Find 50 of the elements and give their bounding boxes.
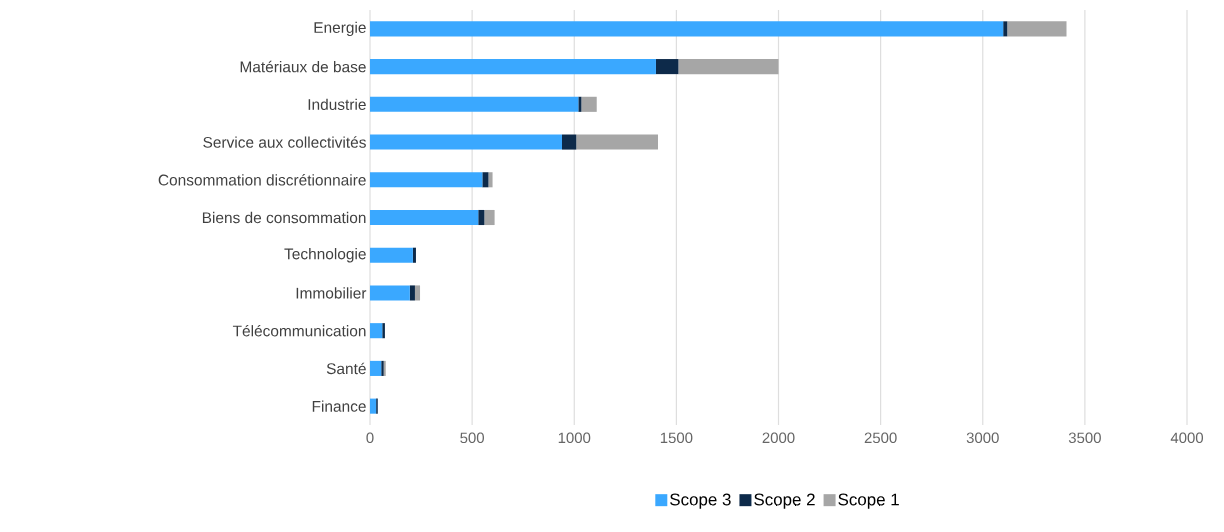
bar: [562, 134, 577, 150]
bar: [414, 285, 421, 301]
x-tick-label: 2000: [762, 432, 795, 444]
bar: [482, 172, 489, 188]
bar: [478, 209, 485, 226]
bar: [370, 209, 479, 226]
y-tick-label: Finance: [312, 400, 366, 412]
bar: [581, 96, 597, 112]
x-tick-label: 1500: [660, 432, 693, 444]
legend-label: Scope 3: [670, 493, 731, 509]
x-tick-label: 2500: [864, 432, 897, 444]
bar: [655, 59, 679, 75]
y-tick-label: Biens de consommation: [202, 211, 366, 224]
bar: [488, 172, 493, 188]
y-tick-label: Service aux collectivités: [203, 136, 366, 148]
y-tick-label: Santé: [326, 362, 366, 375]
y-tick-label: Technologie: [284, 248, 366, 263]
y-tick-label: Matériaux de base: [240, 60, 366, 73]
bar: [578, 96, 582, 112]
y-tick-label: Industrie: [308, 98, 366, 110]
y-tick-label: Energie: [314, 21, 366, 37]
bar: [484, 209, 495, 226]
x-tick-label: 0: [366, 432, 374, 444]
x-tick-label: 500: [460, 432, 484, 444]
legend-label: Scope 1: [838, 493, 899, 509]
bar: [409, 285, 415, 301]
legend-label: Scope 2: [754, 493, 815, 509]
bar: [370, 96, 579, 112]
bar: [678, 59, 779, 75]
y-tick-label: Consommation discrétionnaire: [158, 174, 366, 186]
bar: [412, 247, 416, 263]
y-tick-label: Télécommunication: [232, 324, 366, 337]
x-tick-label: 1000: [558, 432, 591, 444]
bar: [576, 134, 658, 150]
y-tick-label: Immobilier: [296, 287, 367, 299]
bar: [1003, 21, 1008, 37]
bar: [382, 323, 385, 339]
bar: [370, 134, 562, 150]
bar: [370, 323, 383, 339]
bar: [370, 285, 410, 301]
x-tick-label: 3500: [1068, 432, 1101, 444]
bar: [370, 398, 377, 414]
bar: [370, 247, 413, 263]
bar: [370, 21, 1004, 37]
bar: [370, 59, 656, 75]
bar: [370, 172, 483, 188]
bar: [370, 360, 382, 376]
x-tick-label: 4000: [1170, 432, 1204, 444]
bar: [1007, 21, 1067, 37]
x-tick-label: 3000: [966, 432, 999, 444]
